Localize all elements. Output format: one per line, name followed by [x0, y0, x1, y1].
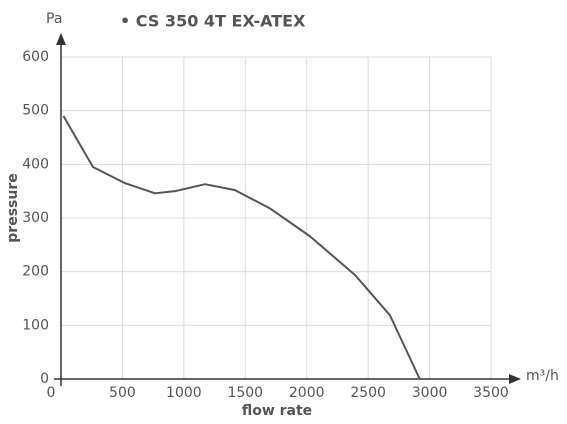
x-axis-label: flow rate [242, 403, 312, 419]
y-tick-label: 600 [22, 49, 49, 65]
x-tick-label: 1500 [227, 385, 263, 401]
y-tick-label: 0 [40, 371, 49, 387]
x-tick-label: 2500 [350, 385, 386, 401]
x-unit: m³/h [526, 368, 559, 384]
line [62, 115, 421, 380]
x-tick-label: 0 [47, 385, 56, 401]
y-unit: Pa [46, 11, 62, 27]
x-tick-label: 3000 [412, 385, 448, 401]
x-tick-label: 500 [109, 385, 136, 401]
y-arrow [56, 33, 66, 45]
x-tick-label: 3500 [473, 385, 509, 401]
y-axis-label: pressure [5, 173, 21, 242]
y-tick-label: 100 [22, 317, 49, 333]
x-tick-label: 1000 [166, 385, 202, 401]
grid [61, 56, 492, 379]
chart-title: • CS 350 4T EX-ATEX [120, 12, 306, 31]
y-tick-label: 300 [22, 210, 49, 226]
x-tick-label: 2000 [289, 385, 325, 401]
x-arrow [509, 374, 521, 384]
y-tick-label: 400 [22, 156, 49, 172]
y-tick-label: 500 [22, 103, 49, 119]
y-tick-label: 200 [22, 264, 49, 280]
